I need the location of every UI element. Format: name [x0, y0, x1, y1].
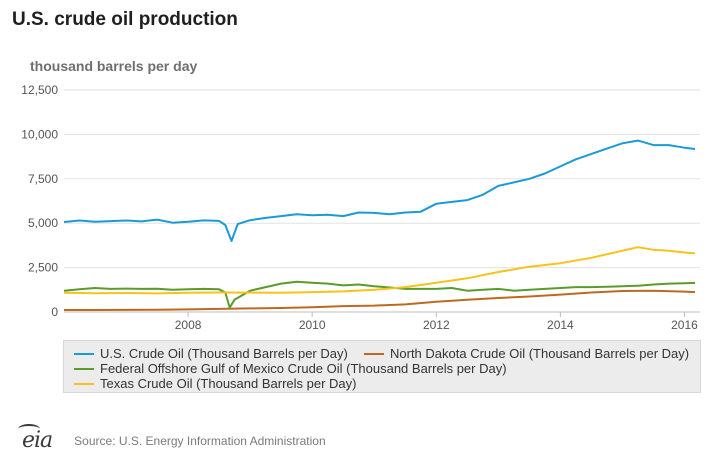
eia-logo[interactable]: eia	[18, 424, 53, 453]
y-tick-label-4: 10,000	[21, 127, 58, 141]
legend-label-north-dakota: North Dakota Crude Oil (Thousand Barrels…	[390, 346, 690, 361]
x-tick-label-4: 2016	[671, 318, 698, 332]
footer: eia Source: U.S. Energy Information Admi…	[18, 424, 326, 453]
eia-logo-swoosh-icon	[18, 424, 40, 434]
series-line-gulf-of-mexico	[63, 280, 696, 309]
y-tick-label-2: 5,000	[28, 216, 58, 230]
y-tick-label-5: 12,500	[21, 83, 58, 97]
legend-swatch-us	[74, 352, 94, 355]
line-chart: 0 2,500 5,000 7,500 10,000 12,500 2008 2010 2012…	[21, 83, 700, 332]
legend-entry-us[interactable]: U.S. Crude Oil (Thousand Barrels per Day…	[74, 346, 348, 361]
x-tick-label-2: 2012	[423, 318, 450, 332]
series-line-north-dakota	[64, 289, 696, 311]
chart-title: U.S. crude oil production	[12, 9, 238, 30]
legend-entry-texas[interactable]: Texas Crude Oil (Thousand Barrels per Da…	[74, 376, 357, 391]
y-tick-label-0: 0	[51, 305, 58, 319]
legend-swatch-gulf-of-mexico	[74, 367, 94, 370]
legend-label-gulf-of-mexico: Federal Offshore Gulf of Mexico Crude Oi…	[100, 361, 507, 376]
y-tick-label-3: 7,500	[28, 172, 58, 186]
x-tick-label-3: 2014	[547, 318, 574, 332]
y-axis-label: thousand barrels per day	[30, 58, 198, 74]
chart-legend: U.S. Crude Oil (Thousand Barrels per Day…	[63, 340, 701, 393]
series-line-us	[63, 139, 696, 242]
legend-label-us: U.S. Crude Oil (Thousand Barrels per Day…	[100, 346, 348, 361]
x-tick-label-1: 2010	[299, 318, 326, 332]
legend-entry-gulf-of-mexico[interactable]: Federal Offshore Gulf of Mexico Crude Oi…	[74, 361, 507, 376]
legend-label-texas: Texas Crude Oil (Thousand Barrels per Da…	[100, 376, 357, 391]
source-note: Source: U.S. Energy Information Administ…	[74, 433, 326, 448]
series-line-texas	[63, 246, 696, 295]
legend-entry-north-dakota[interactable]: North Dakota Crude Oil (Thousand Barrels…	[364, 346, 689, 361]
legend-swatch-texas	[74, 382, 94, 385]
y-tick-label-1: 2,500	[28, 261, 58, 275]
legend-swatch-north-dakota	[364, 352, 384, 355]
x-tick-label-0: 2008	[175, 318, 202, 332]
